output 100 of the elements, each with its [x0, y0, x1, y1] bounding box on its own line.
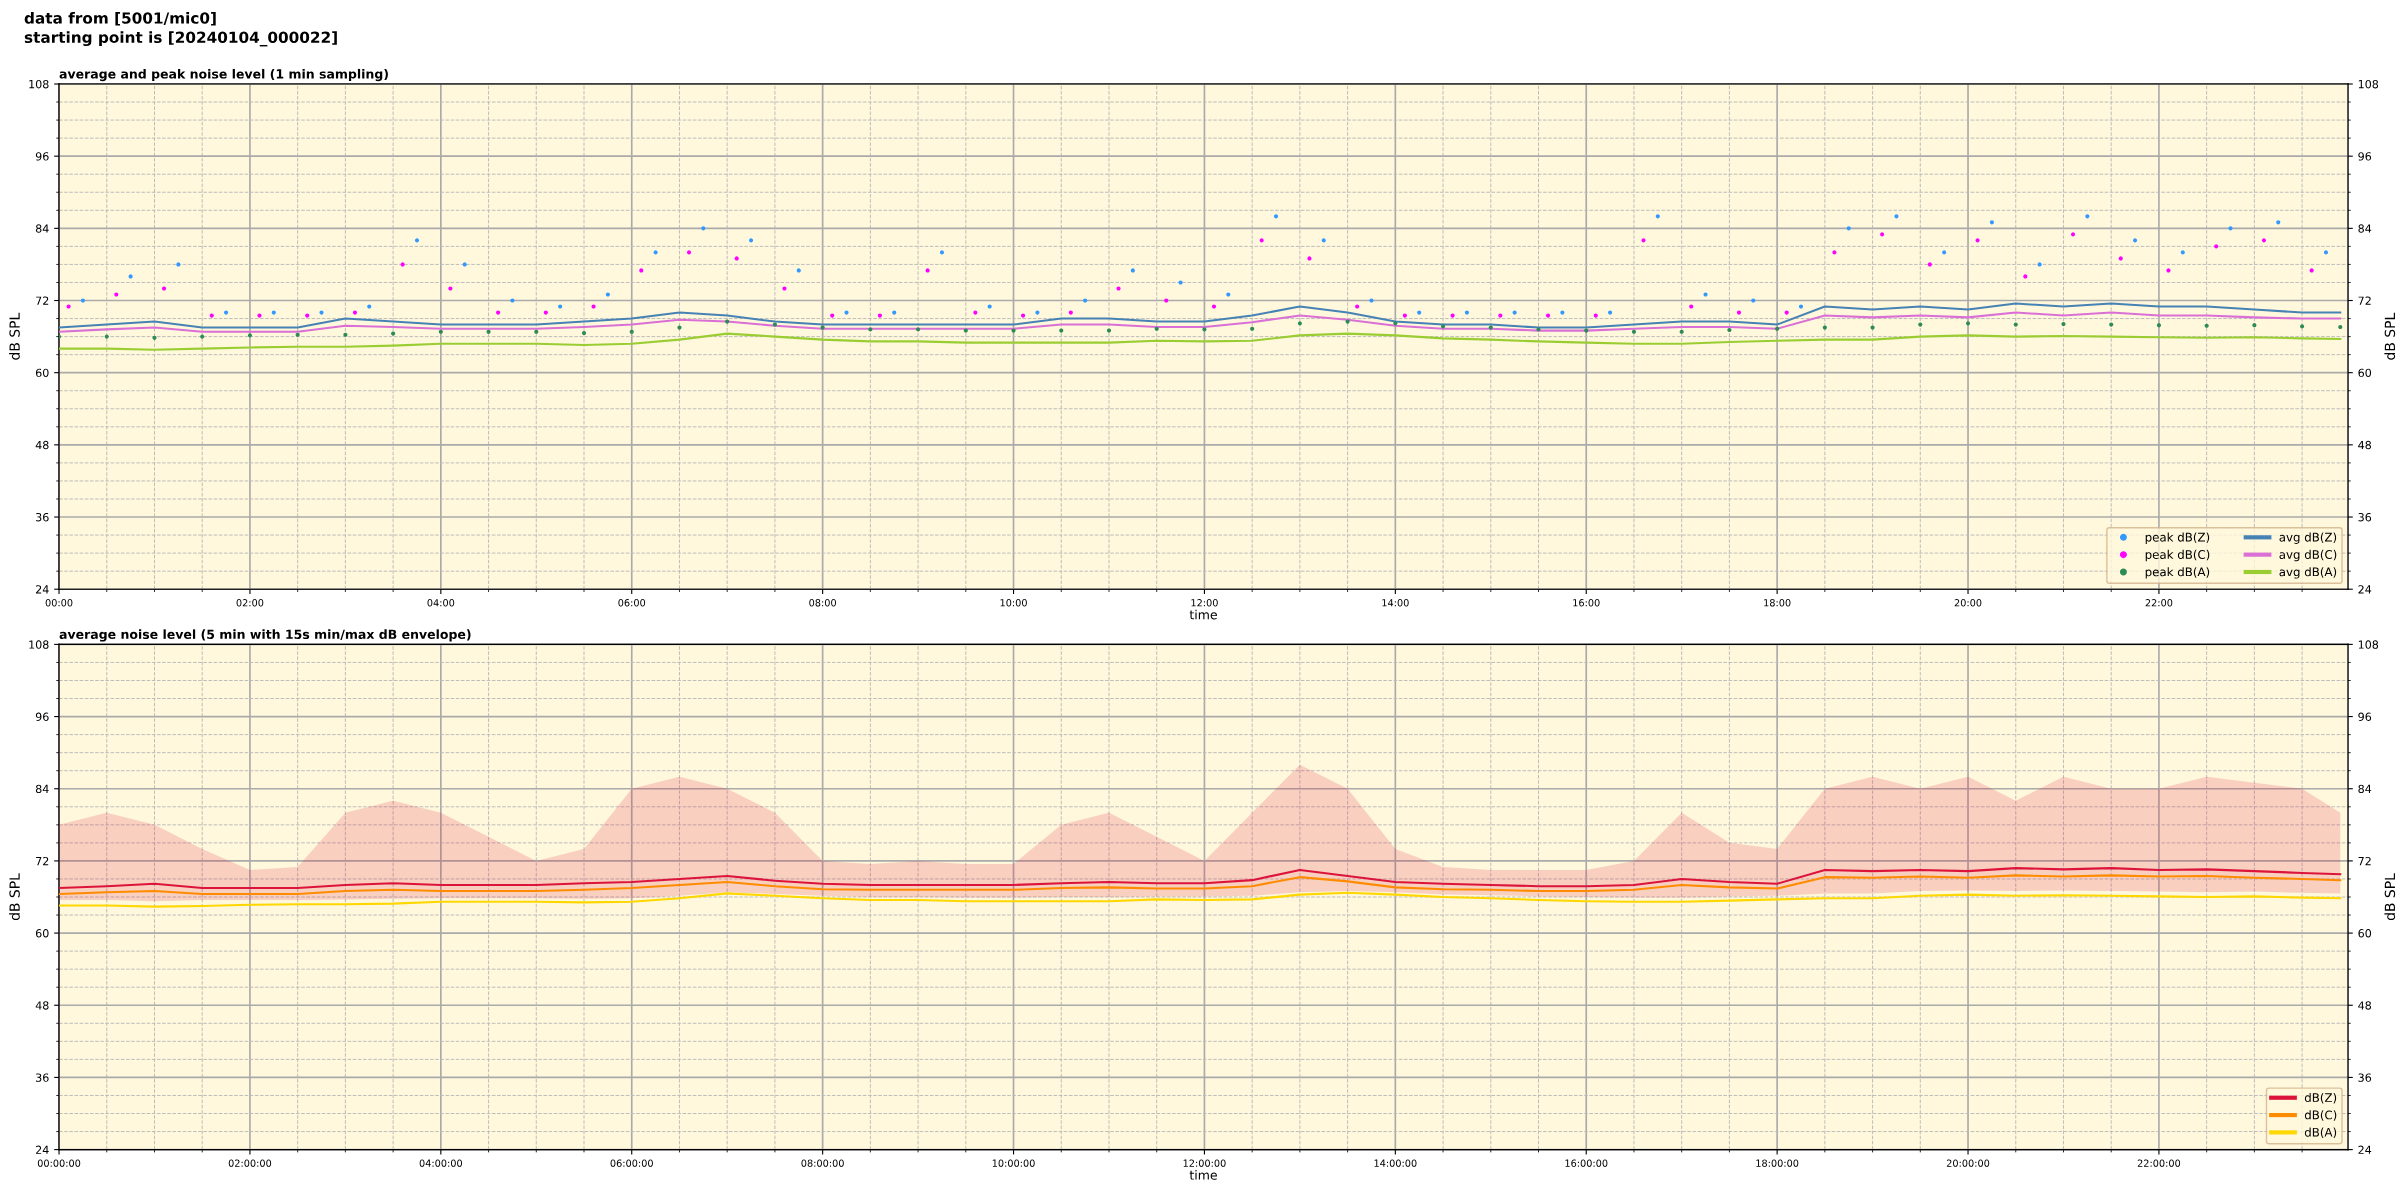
y2-axis-title: dB SPL	[2384, 873, 2396, 921]
point	[1154, 326, 1159, 331]
point	[1116, 286, 1121, 291]
point	[2156, 323, 2162, 328]
point	[367, 304, 372, 309]
point	[772, 322, 777, 327]
y2-tick-label: 108	[2358, 640, 2379, 649]
point	[782, 286, 787, 291]
point	[1178, 280, 1183, 285]
point	[939, 250, 945, 255]
point	[748, 238, 754, 243]
point	[543, 310, 548, 315]
y-tick-label: 48	[35, 440, 49, 450]
point	[1880, 232, 1885, 237]
text: data from [5001/mic0]	[24, 12, 216, 26]
point	[2132, 238, 2138, 243]
point	[257, 313, 262, 318]
y-tick-label: 84	[35, 784, 49, 794]
legend-label: peak dB(Z)	[2145, 532, 2210, 544]
point	[1593, 313, 1598, 318]
point	[701, 226, 706, 231]
y-tick-label: 108	[29, 79, 49, 89]
y2-tick-label: 60	[2358, 929, 2372, 938]
y2-tick-label: 108	[2358, 79, 2379, 89]
point	[844, 310, 849, 315]
point	[2118, 256, 2123, 261]
x-tick-label: 00:00:00	[37, 1159, 81, 1167]
point	[734, 256, 739, 261]
x-tick-label: 08:00:00	[801, 1159, 844, 1167]
y2-tick-label: 84	[2358, 224, 2372, 233]
point	[1545, 313, 1551, 318]
point	[1259, 238, 1264, 243]
point	[319, 310, 324, 315]
x-tick-label: 14:00	[1382, 599, 1409, 607]
point	[1488, 325, 1493, 330]
point	[2323, 250, 2329, 255]
point	[1106, 328, 1112, 333]
y-tick-label: 72	[36, 856, 49, 866]
point	[1608, 310, 1613, 315]
point	[877, 313, 882, 318]
y2-tick-label: 24	[2358, 585, 2372, 594]
point	[1321, 238, 1326, 243]
point	[1631, 329, 1637, 334]
y2-tick-label: 72	[2358, 856, 2371, 866]
point	[343, 332, 348, 337]
point	[963, 328, 968, 333]
point	[305, 313, 310, 318]
point	[1068, 310, 1073, 315]
y2-tick-label: 96	[2358, 712, 2372, 721]
legend-label: avg dB(C)	[2279, 549, 2337, 562]
x-tick-label: 04:00	[427, 599, 455, 607]
point	[1164, 298, 1169, 303]
y-tick-label: 60	[35, 929, 49, 938]
y-tick-label: 36	[36, 1073, 49, 1082]
point	[1727, 327, 1732, 333]
point	[1402, 313, 1407, 318]
x-tick-label: 02:00	[236, 599, 264, 607]
y2-tick-label: 48	[2358, 1001, 2372, 1010]
point	[1798, 304, 1804, 309]
point	[161, 286, 167, 291]
point	[558, 304, 563, 309]
point	[438, 329, 443, 334]
y2-tick-label: 72	[2358, 296, 2371, 305]
point	[725, 319, 730, 324]
x-tick-label: 06:00:00	[610, 1159, 653, 1167]
line-series	[59, 332, 2342, 351]
x-tick-label: 12:00	[1191, 599, 1218, 607]
x-tick-label: 16:00	[1573, 599, 1600, 607]
point	[1942, 250, 1947, 255]
point	[1927, 262, 1932, 267]
point	[1584, 328, 1589, 333]
y-tick-label: 84	[35, 224, 49, 233]
x-axis-title: time	[1189, 1170, 1217, 1180]
point	[200, 334, 205, 339]
x-tick-label: 08:00	[809, 599, 836, 607]
point	[916, 327, 921, 332]
x-tick-label: 00:00	[45, 599, 73, 607]
y-tick-label: 96	[35, 152, 49, 161]
y2-tick-label: 48	[2358, 440, 2372, 450]
point	[2204, 323, 2209, 328]
point	[868, 327, 873, 332]
y-tick-label: 72	[36, 296, 49, 305]
x-axis-title: time	[1189, 609, 1217, 620]
point	[1417, 310, 1422, 315]
point	[2109, 322, 2114, 327]
point	[686, 250, 692, 255]
chart-title: average and peak noise level (1 min sampling)	[59, 68, 388, 82]
line-series	[59, 867, 2342, 890]
point	[1297, 321, 1302, 326]
point	[223, 310, 229, 315]
x-tick-label: 18:00	[1764, 599, 1791, 607]
point	[496, 310, 501, 315]
x-tick-label: 10:00	[1000, 599, 1027, 607]
point	[1655, 214, 1660, 219]
legend-label: avg dB(A)	[2279, 567, 2337, 579]
point	[1226, 292, 1231, 297]
line-series	[59, 874, 2342, 896]
y-axis-title: dB SPL	[9, 873, 20, 921]
point	[1250, 326, 1255, 331]
x-tick-label: 04:00:00	[419, 1159, 463, 1167]
